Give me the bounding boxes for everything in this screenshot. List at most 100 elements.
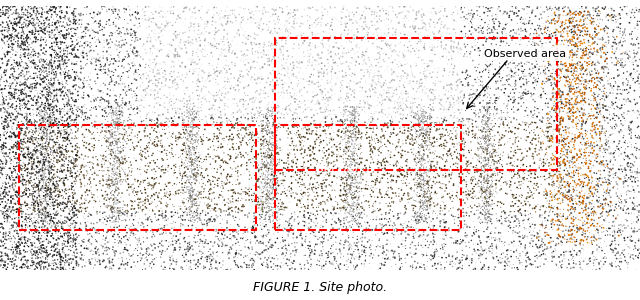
Point <box>619 110 629 115</box>
Point <box>45 193 56 198</box>
Point <box>182 85 193 90</box>
Point <box>258 96 268 100</box>
Point <box>175 30 185 35</box>
Point <box>93 173 103 178</box>
Point <box>385 204 396 208</box>
Point <box>582 67 592 71</box>
Point <box>339 186 349 191</box>
Point <box>36 213 47 218</box>
Point <box>266 177 276 182</box>
Point <box>10 60 20 65</box>
Point <box>267 113 277 118</box>
Point <box>233 79 243 84</box>
Point <box>525 169 535 174</box>
Point <box>408 86 419 91</box>
Point <box>288 261 298 266</box>
Point <box>71 201 81 206</box>
Point <box>198 32 208 37</box>
Point <box>185 130 195 135</box>
Point <box>56 267 66 272</box>
Point <box>41 109 51 113</box>
Point <box>220 48 230 52</box>
Point <box>331 81 341 86</box>
Point <box>150 242 160 247</box>
Point <box>323 98 333 103</box>
Point <box>577 267 588 272</box>
Point <box>261 52 271 57</box>
Point <box>350 174 360 179</box>
Point <box>216 47 227 52</box>
Point <box>472 204 482 209</box>
Point <box>67 61 77 65</box>
Point <box>575 190 585 195</box>
Point <box>111 155 122 160</box>
Point <box>343 158 353 162</box>
Point <box>27 30 37 35</box>
Point <box>34 11 44 16</box>
Point <box>274 160 284 165</box>
Point <box>334 226 344 231</box>
Point <box>411 230 421 235</box>
Point <box>108 206 118 211</box>
Point <box>564 19 575 23</box>
Point <box>418 200 428 204</box>
Point <box>108 141 118 146</box>
Point <box>580 59 591 64</box>
Point <box>1 185 11 190</box>
Point <box>39 59 49 64</box>
Point <box>33 29 44 34</box>
Point <box>581 49 591 53</box>
Point <box>100 154 111 159</box>
Point <box>563 69 573 74</box>
Point <box>569 27 579 32</box>
Point <box>124 218 134 222</box>
Point <box>546 83 556 88</box>
Point <box>394 254 404 259</box>
Point <box>57 247 67 252</box>
Point <box>37 138 47 143</box>
Point <box>184 123 194 128</box>
Point <box>471 131 481 136</box>
Point <box>284 103 294 108</box>
Point <box>216 171 227 176</box>
Point <box>540 211 550 215</box>
Point <box>192 156 202 161</box>
Point <box>409 252 419 256</box>
Point <box>447 264 458 269</box>
Point <box>3 212 13 217</box>
Point <box>30 203 40 208</box>
Point <box>177 111 187 116</box>
Point <box>553 104 563 109</box>
Point <box>300 98 310 103</box>
Point <box>589 140 599 145</box>
Point <box>132 52 142 57</box>
Point <box>117 156 127 161</box>
Point <box>412 186 422 191</box>
Point <box>590 95 600 100</box>
Point <box>99 64 109 69</box>
Point <box>64 44 74 49</box>
Point <box>307 202 317 206</box>
Point <box>478 118 488 123</box>
Point <box>343 257 353 262</box>
Point <box>20 86 30 91</box>
Point <box>195 200 205 205</box>
Point <box>412 109 422 114</box>
Point <box>410 103 420 108</box>
Point <box>75 107 85 112</box>
Point <box>575 242 586 247</box>
Point <box>351 132 361 136</box>
Point <box>103 122 113 127</box>
Point <box>531 120 541 125</box>
Point <box>504 52 515 56</box>
Point <box>272 19 282 24</box>
Point <box>595 97 605 102</box>
Point <box>162 157 172 162</box>
Point <box>125 168 136 173</box>
Point <box>86 121 97 125</box>
Point <box>65 209 76 214</box>
Point <box>211 41 221 46</box>
Point <box>17 39 27 44</box>
Point <box>179 142 189 147</box>
Point <box>241 128 251 132</box>
